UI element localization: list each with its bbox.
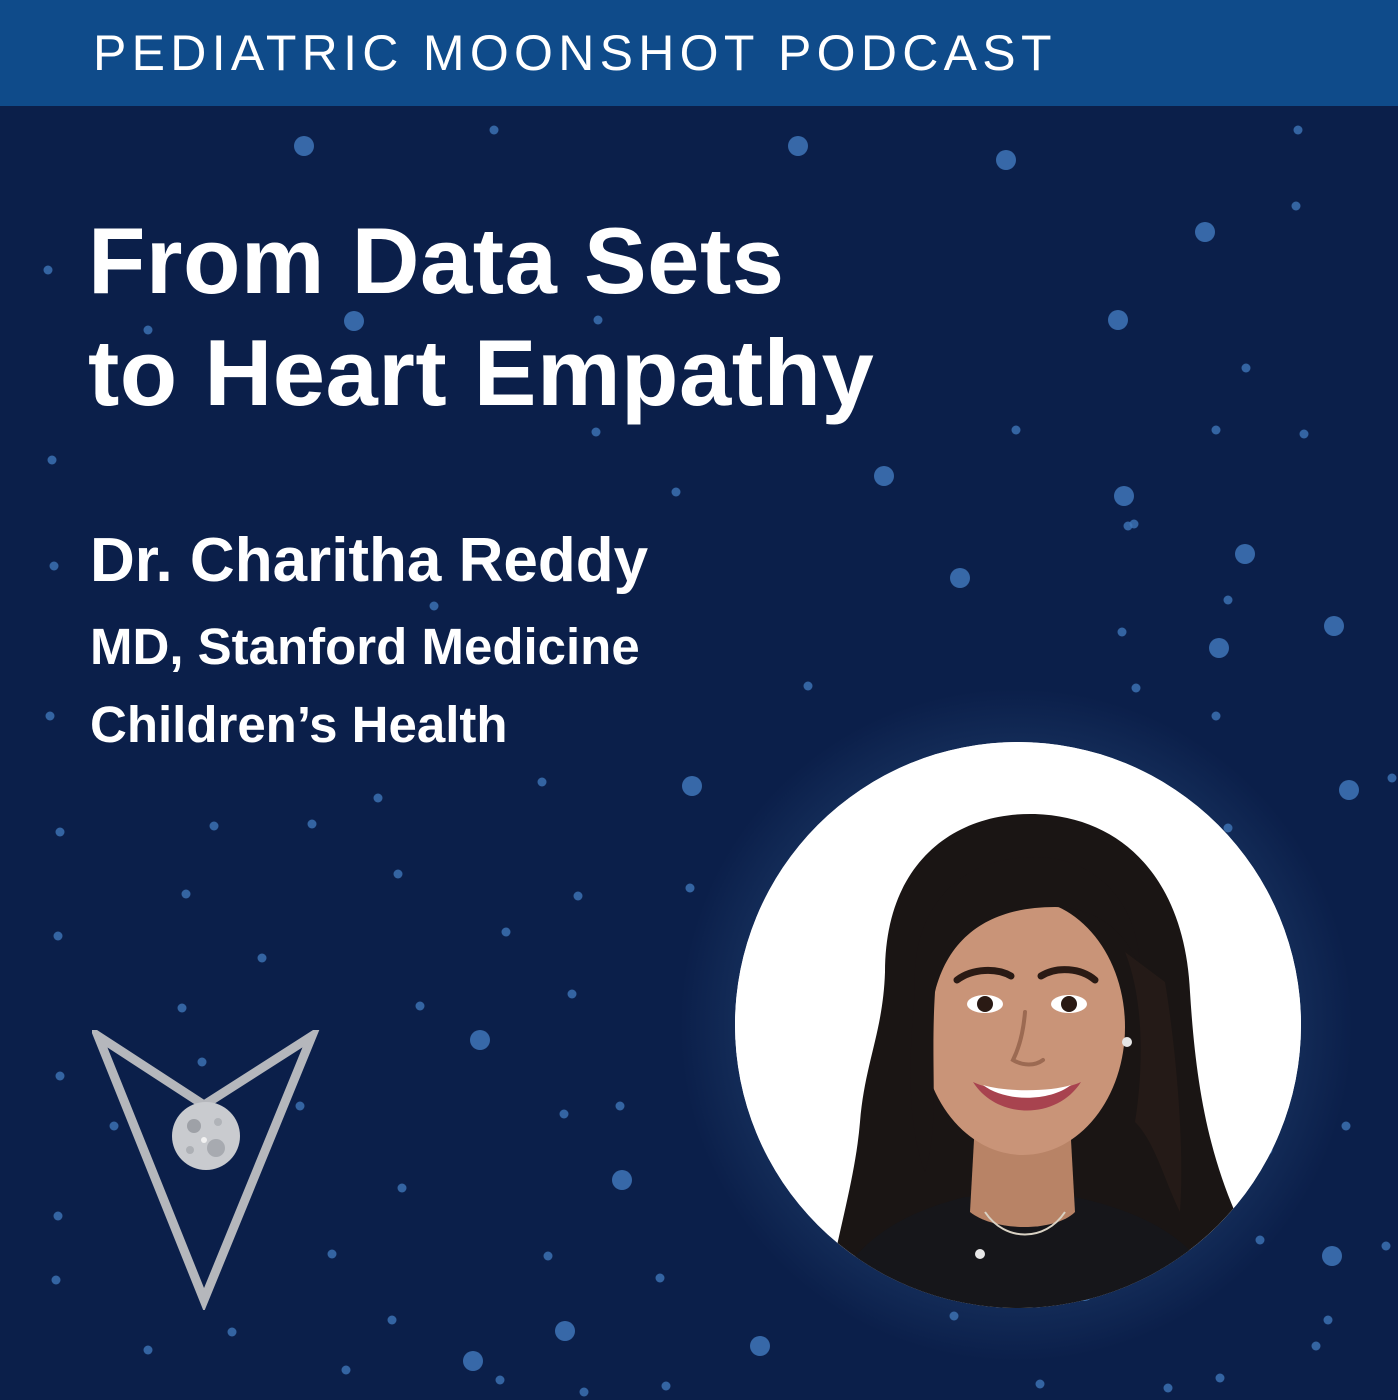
star-dot (1293, 125, 1303, 135)
star-dot (573, 891, 583, 901)
star-dot (501, 927, 511, 937)
star-dot (53, 1211, 63, 1221)
star-dot (1291, 201, 1301, 211)
podcast-name: PEDIATRIC MOONSHOT PODCAST (93, 25, 1057, 81)
star-dot (143, 325, 153, 335)
star-dot (996, 150, 1016, 170)
star-dot (685, 883, 695, 893)
star-dot (950, 568, 970, 588)
header-bar: PEDIATRIC MOONSHOT PODCAST (0, 0, 1398, 106)
star-dot (1339, 780, 1359, 800)
star-dot (593, 315, 603, 325)
episode-title-line-2: to Heart Empathy (88, 320, 875, 425)
guest-portrait-photo-icon (735, 742, 1301, 1308)
star-dot (559, 1109, 569, 1119)
star-dot (803, 681, 813, 691)
star-dot (393, 869, 403, 879)
star-dot (344, 311, 364, 331)
star-dot (1387, 773, 1397, 783)
star-field (43, 125, 1397, 1397)
star-dot (1011, 425, 1021, 435)
star-dot (682, 776, 702, 796)
star-dot (615, 1101, 625, 1111)
star-dot (55, 1071, 65, 1081)
star-dot (612, 1170, 632, 1190)
star-dot (341, 1365, 351, 1375)
star-dot (47, 455, 57, 465)
guest-portrait (735, 742, 1301, 1308)
star-dot (1381, 1241, 1391, 1251)
star-dot (227, 1327, 237, 1337)
star-dot (294, 136, 314, 156)
star-dot (463, 1351, 483, 1371)
star-dot (307, 819, 317, 829)
star-dot (1311, 1341, 1321, 1351)
star-dot (874, 466, 894, 486)
star-dot (181, 889, 191, 899)
star-dot (295, 1101, 305, 1111)
star-dot (579, 1387, 589, 1397)
star-dot (1123, 521, 1133, 531)
guest-name: Dr. Charitha Reddy (90, 526, 649, 595)
star-dot (177, 1003, 187, 1013)
star-dot (1114, 486, 1134, 506)
star-dot (489, 125, 499, 135)
star-dot (55, 827, 65, 837)
star-dot (1341, 1121, 1351, 1131)
episode-title-line-1: From Data Sets (88, 208, 785, 313)
star-dot (537, 777, 547, 787)
star-dot (1211, 711, 1221, 721)
star-dot (109, 1121, 119, 1131)
star-dot (1324, 616, 1344, 636)
star-dot (1117, 627, 1127, 637)
star-dot (1223, 595, 1233, 605)
star-dot (470, 1030, 490, 1050)
star-dot (49, 561, 59, 571)
guest-credentials: MD, Stanford Medicine Children’s Health (90, 608, 640, 764)
star-dot (429, 601, 439, 611)
star-dot (45, 711, 55, 721)
star-dot (567, 989, 577, 999)
star-dot (1215, 1373, 1225, 1383)
star-dot (591, 427, 601, 437)
star-dot (143, 1345, 153, 1355)
star-dot (257, 953, 267, 963)
star-dot (1035, 1379, 1045, 1389)
star-dot (1209, 638, 1229, 658)
star-dot (51, 1275, 61, 1285)
star-dot (415, 1001, 425, 1011)
star-dot (197, 1057, 207, 1067)
star-dot (387, 1315, 397, 1325)
star-dot (327, 1249, 337, 1259)
star-dot (43, 265, 53, 275)
episode-title: From Data Sets to Heart Empathy (88, 205, 1288, 429)
star-dot (1322, 1246, 1342, 1266)
star-dot (1299, 429, 1309, 439)
star-dot (655, 1273, 665, 1283)
star-dot (1195, 222, 1215, 242)
moonshot-arrow-moon-icon (92, 1030, 320, 1310)
star-dot (373, 793, 383, 803)
star-dot (555, 1321, 575, 1341)
star-dot (1108, 310, 1128, 330)
star-dot (661, 1381, 671, 1391)
star-dot (1235, 544, 1255, 564)
star-dot (1211, 425, 1221, 435)
star-dot (671, 487, 681, 497)
guest-credential-line-2: Children’s Health (90, 696, 508, 753)
star-dot (1131, 683, 1141, 693)
star-dot (495, 1375, 505, 1385)
star-dot (397, 1183, 407, 1193)
star-dot (209, 821, 219, 831)
star-dot (1323, 1315, 1333, 1325)
star-dot (53, 931, 63, 941)
guest-credential-line-1: MD, Stanford Medicine (90, 618, 640, 675)
star-dot (1241, 363, 1251, 373)
star-dot (543, 1251, 553, 1261)
star-dot (788, 136, 808, 156)
star-dot (750, 1336, 770, 1356)
star-dot (1163, 1383, 1173, 1393)
